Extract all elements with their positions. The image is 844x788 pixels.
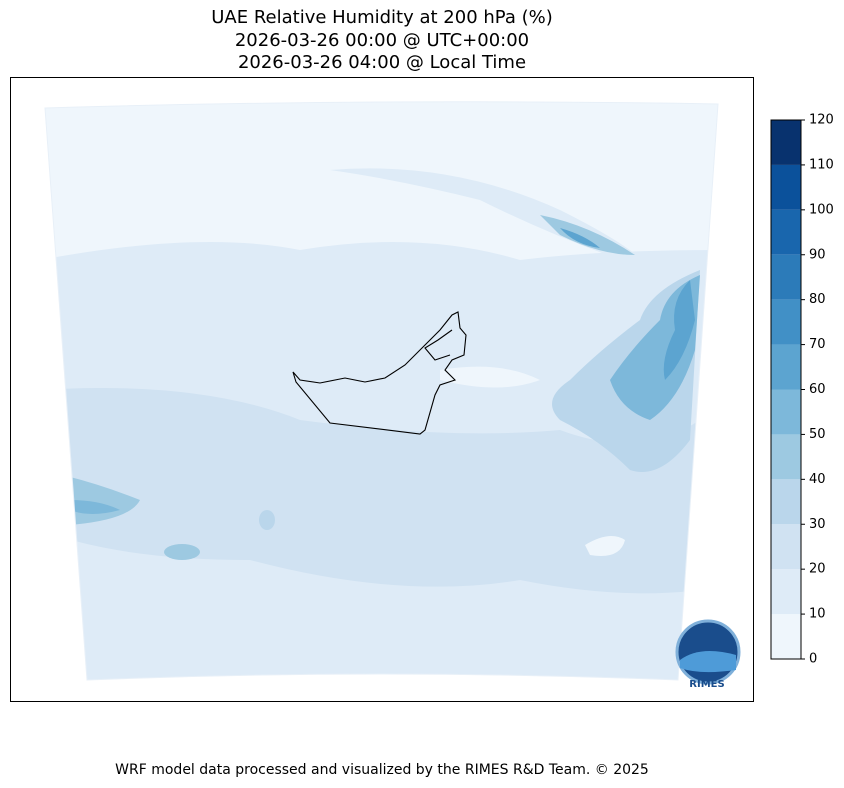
colorbar-tick-label: 70 — [809, 337, 826, 352]
footer: WRF model data processed and visualized … — [115, 762, 649, 778]
colorbar-segment — [771, 120, 801, 165]
colorbar-segment — [771, 434, 801, 480]
subtitle: 2026-03-26 00:00 @ UTC+00:00 — [235, 30, 529, 51]
colorbar-segment — [771, 164, 801, 210]
colorbar-tick-label: 10 — [809, 607, 826, 622]
colorbar-segment — [771, 299, 801, 345]
domain-edge — [44, 101, 719, 681]
colorbar-tick-label: 80 — [809, 292, 826, 307]
colorbar-tick-label: 0 — [809, 652, 817, 667]
subtitle: 2026-03-26 04:00 @ Local Time — [238, 52, 526, 73]
colorbar-segment — [771, 614, 801, 659]
colorbar-segment — [771, 524, 801, 570]
colorbar-tick-label: 50 — [809, 427, 826, 442]
colorbar-tick-label: 40 — [809, 472, 826, 487]
colorbar-segment — [771, 209, 801, 255]
logo-text: RIMES — [689, 679, 724, 690]
uae-boundary — [292, 311, 467, 435]
rimes-logo: RIMES — [675, 619, 741, 690]
colorbar-tick-label: 100 — [809, 202, 834, 217]
colorbar-tick-label: 60 — [809, 382, 826, 397]
colorbar-segment — [771, 479, 801, 525]
colorbar-tick-label: 30 — [809, 517, 826, 532]
colorbar-segment — [771, 569, 801, 615]
colorbar-tick-label: 110 — [809, 157, 834, 172]
colorbar-segment — [771, 254, 801, 300]
colorbar-segment — [771, 389, 801, 435]
humidity-field — [45, 101, 718, 680]
colorbar-tick-label: 120 — [809, 113, 834, 128]
title: UAE Relative Humidity at 200 hPa (%) — [211, 7, 552, 28]
colorbar-tick-label: 20 — [809, 562, 826, 577]
colorbar-tick-label: 90 — [809, 247, 826, 262]
colorbar-segment — [771, 344, 801, 390]
